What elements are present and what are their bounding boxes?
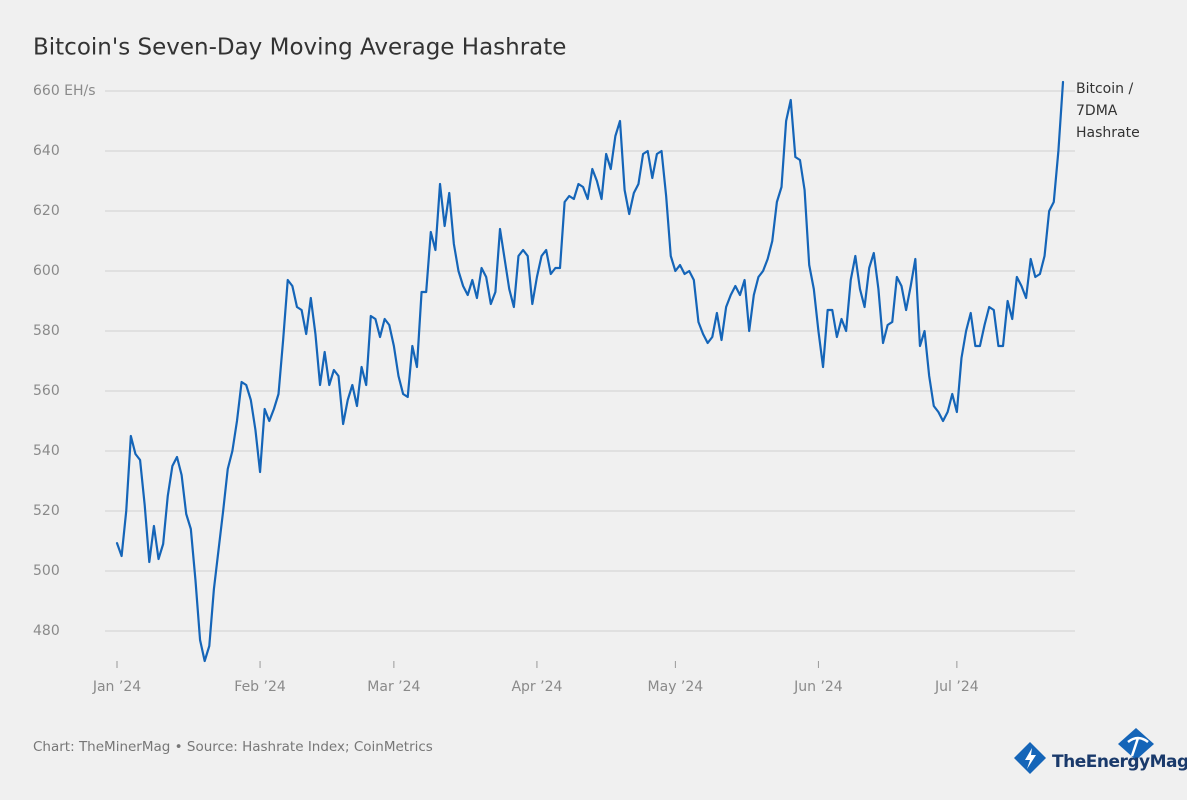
y-tick-label: 520 — [33, 503, 60, 519]
y-tick-label: 600 — [33, 263, 60, 279]
logo-text: TheEnergyMag — [1052, 752, 1187, 772]
x-tick-label: May ’24 — [648, 679, 704, 695]
x-tick-label: Jun ’24 — [793, 679, 843, 695]
y-tick-label: 480 — [33, 623, 60, 639]
x-tick-label: Feb ’24 — [234, 679, 286, 695]
y-tick-label: 660 EH/s — [33, 83, 96, 99]
y-tick-label: 560 — [33, 383, 60, 399]
series-line — [115, 80, 1065, 663]
y-tick-label: 540 — [33, 443, 60, 459]
y-tick-label: 640 — [33, 143, 60, 159]
series-label: Bitcoin / 7DMA Hashrate — [1076, 81, 1140, 141]
logo: TheEnergyMag — [1014, 728, 1187, 774]
x-tick-label: Mar ’24 — [367, 679, 420, 695]
source-note: Chart: TheMinerMag • Source: Hashrate In… — [33, 739, 433, 755]
x-tick-label: Apr ’24 — [511, 679, 562, 695]
y-tick-label: 500 — [33, 563, 60, 579]
x-tick-label: Jan ’24 — [92, 679, 141, 695]
logo-bolt — [1025, 748, 1036, 769]
y-tick-label: 580 — [33, 323, 60, 339]
chart-title: Bitcoin's Seven-Day Moving Average Hashr… — [33, 35, 566, 61]
y-tick-label: 620 — [33, 203, 60, 219]
logo-pick — [1127, 736, 1149, 757]
x-tick-label: Jul ’24 — [934, 679, 979, 695]
